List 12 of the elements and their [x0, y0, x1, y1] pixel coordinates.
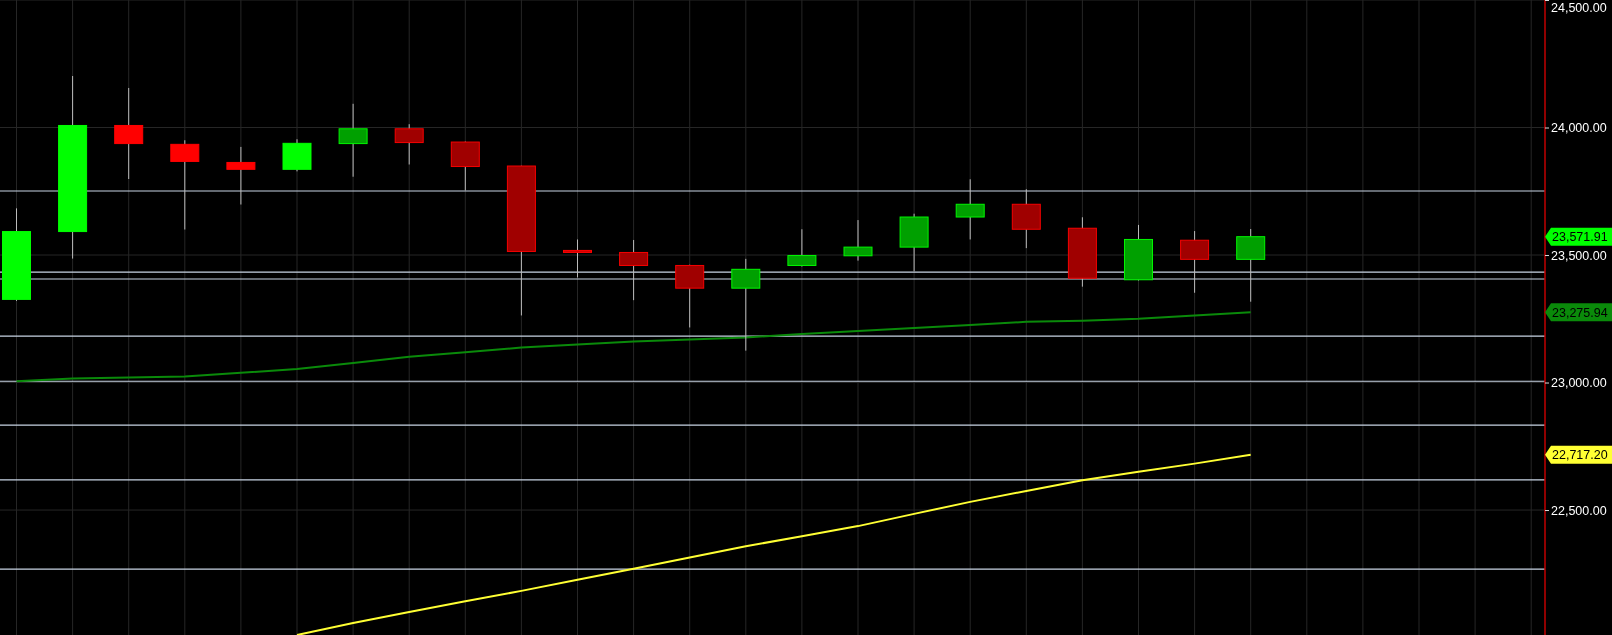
line-series — [15, 311, 1252, 383]
line-series — [296, 453, 1252, 635]
y-tick-label: 24,000.00 — [1551, 121, 1607, 136]
text: 23,275.94 — [1552, 305, 1608, 320]
y-tick-label: 23,000.00 — [1551, 376, 1607, 391]
candlestick — [563, 238, 592, 278]
y-tick-label: 22,500.00 — [1551, 503, 1607, 518]
y-tick-label: 23,500.00 — [1551, 248, 1607, 263]
text: 23,571.91 — [1552, 230, 1608, 245]
y-tick-label: 24,500.00 — [1551, 0, 1607, 15]
text: 22,717.20 — [1552, 448, 1608, 463]
candlestick — [226, 146, 256, 206]
